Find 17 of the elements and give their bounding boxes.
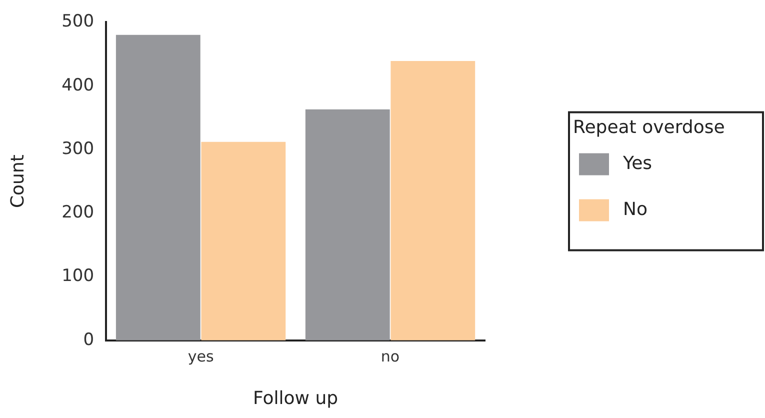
y-tick-label: 0 <box>83 330 94 350</box>
x-tick-label: yes <box>188 347 214 366</box>
bar <box>390 61 476 340</box>
bar <box>305 109 390 340</box>
y-tick-label: 500 <box>62 12 94 32</box>
x-axis-title: Follow up <box>253 388 338 409</box>
bar <box>201 142 286 340</box>
y-axis-title: Count <box>7 154 28 208</box>
legend-label: No <box>623 198 648 220</box>
legend-title: Repeat overdose <box>573 116 725 138</box>
y-tick-label: 300 <box>62 138 94 159</box>
y-tick-label: 200 <box>62 202 94 223</box>
y-tick-label: 100 <box>62 266 94 286</box>
legend-label: Yes <box>622 152 652 174</box>
bar <box>116 34 200 340</box>
x-tick-label: no <box>380 347 400 366</box>
y-tick-label: 400 <box>62 75 94 96</box>
